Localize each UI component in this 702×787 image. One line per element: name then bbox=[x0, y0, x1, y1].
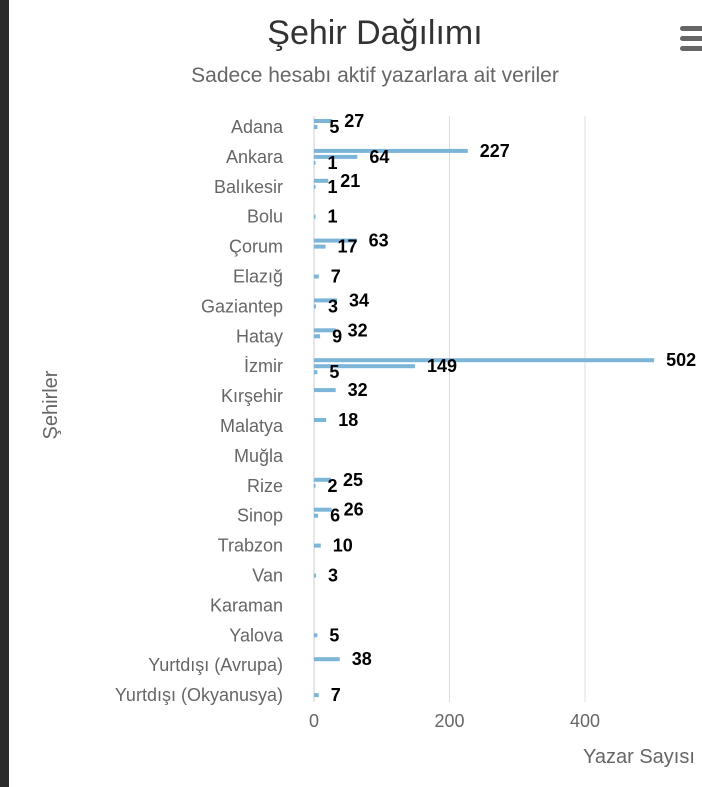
category-label: Adana bbox=[231, 117, 284, 137]
data-label: 34 bbox=[349, 290, 369, 310]
category-label: Malatya bbox=[220, 416, 284, 436]
hamburger-menu-icon[interactable] bbox=[680, 26, 702, 56]
bar bbox=[314, 244, 326, 249]
data-label: 32 bbox=[348, 380, 368, 400]
data-label: 2 bbox=[328, 476, 338, 496]
bar bbox=[314, 693, 319, 698]
data-label: 32 bbox=[348, 320, 368, 340]
bars bbox=[314, 119, 655, 698]
category-label: Bolu bbox=[247, 207, 283, 227]
bar bbox=[314, 214, 316, 219]
data-label: 63 bbox=[369, 231, 389, 251]
bar bbox=[314, 657, 340, 662]
bar bbox=[314, 274, 319, 279]
data-label: 1 bbox=[328, 177, 338, 197]
bar bbox=[314, 370, 318, 375]
category-label: Yurtdışı (Okyanusya) bbox=[115, 685, 283, 705]
bar bbox=[314, 477, 331, 482]
category-label: Çorum bbox=[229, 237, 283, 257]
bar bbox=[314, 388, 336, 393]
bar bbox=[314, 328, 336, 333]
category-label: Muğla bbox=[234, 446, 284, 466]
menu-icon-line bbox=[680, 36, 702, 41]
data-label: 1 bbox=[328, 207, 338, 227]
data-labels: 2752276412111631773433295021495321825226… bbox=[328, 111, 697, 705]
data-label: 5 bbox=[329, 625, 339, 645]
data-label: 9 bbox=[332, 326, 342, 346]
category-label: Trabzon bbox=[218, 536, 283, 556]
category-label: Sinop bbox=[237, 506, 283, 526]
data-label: 1 bbox=[328, 153, 338, 173]
category-label: İzmir bbox=[244, 356, 283, 376]
bar bbox=[314, 483, 316, 488]
bar bbox=[314, 513, 319, 518]
chart-subtitle: Sadece hesabı aktif yazarlara ait verile… bbox=[191, 64, 559, 87]
x-tick-label: 0 bbox=[309, 711, 319, 731]
category-label: Hatay bbox=[236, 326, 283, 346]
x-tick-label: 200 bbox=[434, 711, 464, 731]
bar bbox=[314, 543, 321, 548]
menu-icon-line bbox=[680, 26, 702, 31]
category-label: Kırşehir bbox=[221, 386, 283, 406]
category-label: Rize bbox=[247, 476, 283, 496]
bar bbox=[314, 238, 357, 243]
data-label: 21 bbox=[340, 171, 360, 191]
data-label: 18 bbox=[338, 410, 358, 430]
bar bbox=[314, 125, 318, 129]
data-label: 3 bbox=[328, 566, 338, 586]
menu-icon-line bbox=[680, 46, 702, 51]
data-label: 5 bbox=[329, 362, 339, 382]
bar bbox=[314, 119, 333, 123]
grid-lines bbox=[313, 116, 586, 702]
bar bbox=[314, 507, 332, 512]
chart-title: Şehir Dağılımı bbox=[267, 14, 483, 52]
category-labels: Adana Ankara Balıkesir Bolu Çorum Elazığ Gazia… bbox=[115, 117, 284, 705]
window-left-edge bbox=[0, 0, 9, 787]
bar bbox=[314, 154, 358, 159]
category-label: Gaziantep bbox=[201, 296, 283, 316]
bar bbox=[314, 418, 327, 422]
category-label: Karaman bbox=[210, 595, 283, 615]
bar bbox=[314, 573, 317, 578]
data-label: 27 bbox=[344, 111, 364, 131]
data-label: 502 bbox=[666, 350, 696, 370]
data-label: 6 bbox=[330, 506, 340, 526]
bar bbox=[314, 364, 415, 369]
data-label: 227 bbox=[480, 141, 510, 161]
data-label: 7 bbox=[331, 685, 341, 705]
data-label: 64 bbox=[369, 147, 389, 167]
category-label: Yurtdışı (Avrupa) bbox=[148, 655, 283, 675]
data-label: 3 bbox=[328, 296, 338, 316]
y-axis-title: Şehirler bbox=[40, 370, 62, 439]
bar bbox=[314, 358, 655, 363]
bar bbox=[314, 304, 317, 309]
x-axis-title: Yazar Sayısı bbox=[583, 746, 695, 768]
bar bbox=[314, 178, 329, 183]
bar bbox=[314, 184, 316, 189]
x-axis-ticks: 0200400600 bbox=[309, 711, 600, 731]
bar bbox=[314, 160, 316, 165]
data-label: 38 bbox=[352, 649, 372, 669]
category-label: Balıkesir bbox=[214, 177, 283, 197]
bar bbox=[314, 334, 321, 339]
category-label: Yalova bbox=[229, 625, 284, 645]
data-label: 25 bbox=[343, 470, 363, 490]
data-label: 17 bbox=[338, 237, 358, 257]
x-tick-label: 400 bbox=[570, 711, 600, 731]
data-label: 5 bbox=[329, 117, 339, 137]
bar bbox=[314, 148, 468, 153]
data-label: 149 bbox=[427, 356, 457, 376]
bar bbox=[314, 298, 338, 303]
bar bbox=[314, 633, 318, 638]
data-label: 10 bbox=[333, 536, 353, 556]
category-label: Van bbox=[252, 566, 283, 586]
data-label: 26 bbox=[344, 500, 364, 520]
category-label: Elazığ bbox=[233, 267, 283, 287]
category-label: Ankara bbox=[226, 147, 284, 167]
data-label: 7 bbox=[331, 267, 341, 287]
